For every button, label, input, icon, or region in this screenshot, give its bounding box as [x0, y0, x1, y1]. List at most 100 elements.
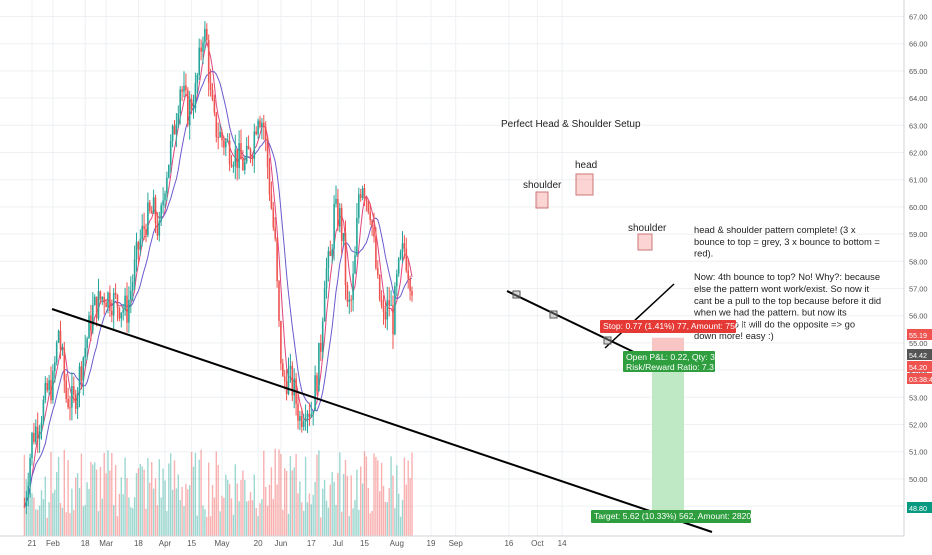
volume-bar	[124, 457, 126, 536]
candle-body	[350, 299, 352, 301]
volume-bar	[208, 462, 210, 536]
volume-bar	[132, 508, 134, 536]
label-shoulder-left: shoulder	[523, 180, 562, 191]
candle-body	[207, 40, 210, 83]
candle-body	[183, 85, 185, 92]
volume-bar	[135, 473, 138, 536]
candle-body	[407, 270, 409, 279]
candle-body	[164, 193, 166, 201]
candle-body	[84, 347, 86, 358]
time-tick-label: 20	[254, 539, 263, 548]
candle-body	[310, 414, 313, 417]
candle-body	[35, 426, 37, 442]
candle-body	[244, 161, 246, 171]
volume-bar	[95, 469, 98, 536]
candle-body	[342, 233, 345, 241]
candles	[23, 21, 413, 514]
candle-body	[397, 258, 400, 274]
candle-body	[318, 342, 320, 392]
candle-body	[268, 167, 271, 195]
note-line: down more! easy :)	[694, 330, 774, 341]
price-tick-label: 62.00	[909, 149, 928, 158]
candle-body	[293, 378, 295, 396]
candle-body	[190, 99, 193, 110]
candle-body	[114, 292, 117, 296]
volume-bar	[200, 449, 202, 536]
volume-bar	[69, 513, 71, 536]
volume-bar	[318, 450, 320, 536]
candle-body	[133, 259, 136, 282]
candle-body	[82, 357, 85, 381]
price-tick-label: 63.00	[909, 121, 928, 130]
chart-title: Perfect Head & Shoulder Setup	[501, 119, 641, 130]
candle-body	[120, 312, 123, 319]
candle-body	[312, 411, 314, 415]
time-tick-label: Jul	[333, 539, 343, 548]
volume-bar	[230, 498, 233, 536]
price-tick-label: 53.00	[909, 393, 928, 402]
candle-body	[394, 286, 396, 335]
candle-body	[122, 309, 124, 313]
candle-body	[232, 165, 235, 167]
volume-bar	[48, 502, 50, 536]
candle-body	[255, 131, 257, 135]
candle-body	[194, 83, 197, 109]
volume-bar	[234, 464, 236, 536]
candle-body	[274, 227, 276, 239]
volume-bar	[29, 464, 31, 536]
candle-body	[44, 382, 47, 400]
ma-slow-line	[23, 71, 413, 507]
volume-bar	[217, 465, 219, 536]
volume-bar	[257, 516, 259, 536]
volume-bar	[367, 487, 369, 536]
candle-body	[95, 296, 98, 319]
volume-bar	[37, 509, 39, 536]
volume-bar	[151, 462, 153, 536]
time-tick-label: Sep	[449, 539, 464, 548]
candle-body	[401, 243, 404, 252]
volume-bar	[388, 488, 390, 536]
candle-body	[141, 225, 143, 240]
candle-body	[380, 299, 383, 306]
candle-body	[352, 273, 354, 301]
candle-body	[261, 122, 263, 128]
volume-bar	[177, 474, 179, 536]
open-label-bg	[623, 351, 715, 372]
volume-bar	[194, 452, 197, 536]
time-tick-label: Mar	[99, 539, 113, 548]
volume-bar	[236, 483, 238, 536]
candle-body	[65, 380, 67, 399]
volume-bar	[360, 466, 362, 536]
annotation-labels: Perfect Head & Shoulder Setup shoulder hea…	[501, 119, 881, 523]
volume-bar	[403, 457, 406, 536]
candle-body	[234, 149, 237, 166]
candle-body	[54, 362, 56, 372]
volume-bar	[31, 493, 33, 536]
candle-body	[331, 248, 333, 256]
candle-body	[272, 208, 275, 228]
candle-body	[346, 285, 349, 302]
volume-bar	[365, 456, 368, 536]
candle-body	[335, 198, 337, 204]
candle-body	[61, 348, 64, 350]
candle-body	[264, 126, 267, 141]
note-line: red).	[694, 248, 713, 259]
volume-bar	[71, 488, 73, 536]
volume-bar	[38, 505, 41, 536]
candle-body	[71, 386, 73, 408]
candle-body	[361, 188, 364, 198]
bounce-box-grey	[512, 290, 521, 299]
candle-body	[74, 394, 77, 409]
volume-bar	[166, 511, 168, 536]
candle-body	[375, 236, 377, 269]
candle-body	[86, 338, 88, 348]
volume-bar	[323, 480, 326, 536]
candle-body	[206, 28, 208, 41]
volume-bar	[118, 493, 121, 536]
volume-bar	[363, 451, 366, 536]
price-tag	[907, 502, 932, 513]
candle-body	[112, 292, 115, 316]
volume-bar	[211, 485, 214, 536]
